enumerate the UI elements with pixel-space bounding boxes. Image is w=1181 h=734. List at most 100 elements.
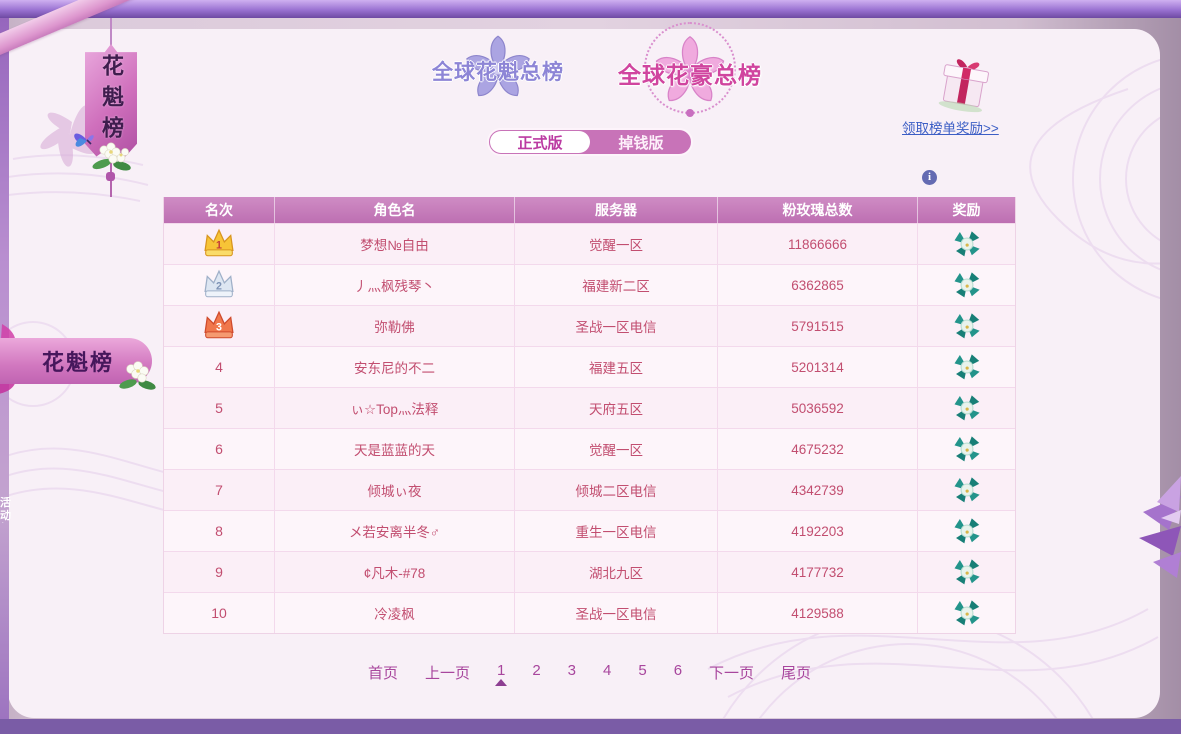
pagination-next[interactable]: 下一页 — [709, 665, 755, 682]
roses-count: 5201314 — [718, 347, 918, 387]
character-name: 丿灬枫残琴丶 — [275, 265, 515, 305]
top-border-bar — [0, 0, 1181, 18]
roses-count: 6362865 — [718, 265, 918, 305]
section-ribbon-label: 花魁榜 — [42, 350, 115, 376]
crystal-rose-icon[interactable] — [953, 354, 981, 380]
lavender-sakura-icon — [466, 35, 530, 97]
roses-count: 5036592 — [718, 388, 918, 428]
crystal-flower-decoration — [1139, 476, 1181, 578]
server-name: 福建新二区 — [515, 265, 718, 305]
server-name: 圣战一区电信 — [515, 306, 718, 346]
pagination-page-4[interactable]: 4 — [603, 662, 612, 679]
character-name: 弥勒佛 — [275, 306, 515, 346]
pagination: 首页 上一页 1 2 3 4 5 6 下一页 尾页 — [163, 662, 1016, 686]
reward-cell — [918, 552, 1015, 592]
crystal-rose-icon[interactable] — [953, 272, 981, 298]
roses-count: 4675232 — [718, 429, 918, 469]
roses-count: 4192203 — [718, 511, 918, 551]
page-number: 1 — [496, 662, 506, 679]
server-name: 湖北九区 — [515, 552, 718, 592]
table-row: 7 倾城ぃ夜 倾城二区电信 4342739 — [164, 469, 1015, 510]
rank-cell: 3 — [164, 306, 275, 346]
toggle-official-version[interactable]: 正式版 — [490, 131, 590, 153]
toggle-alt-version[interactable]: 掉钱版 — [618, 134, 664, 152]
ribbon-flower-icon — [119, 361, 156, 390]
header-server: 服务器 — [515, 197, 718, 223]
pagination-page-6[interactable]: 6 — [673, 662, 683, 679]
claim-reward-link[interactable]: 领取榜单奖励>> — [902, 121, 999, 136]
character-name: 倾城ぃ夜 — [275, 470, 515, 510]
character-name: ぃ☆Top灬法释 — [275, 388, 515, 428]
roses-count: 4342739 — [718, 470, 918, 510]
reward-cell — [918, 265, 1015, 305]
table-row: 6 天是蓝蓝的天 觉醒一区 4675232 — [164, 428, 1015, 469]
reward-cell — [918, 388, 1015, 428]
dotted-ring-decoration — [644, 22, 736, 118]
rank-cell: 5 — [164, 388, 275, 428]
crystal-rose-icon[interactable] — [953, 436, 981, 462]
tag-tail — [110, 181, 112, 197]
svg-text:1: 1 — [216, 239, 222, 251]
tag-label: 花魁榜 — [98, 53, 124, 147]
server-name: 重生一区电信 — [515, 511, 718, 551]
version-toggle: 正式版 掉钱版 — [487, 128, 693, 156]
reward-cell — [918, 347, 1015, 387]
table-row: 2 丿灬枫残琴丶 福建新二区 6362865 — [164, 264, 1015, 305]
reward-cell — [918, 224, 1015, 264]
header-rank: 名次 — [164, 197, 275, 223]
tab-global-huakui-ranking[interactable]: 全球花魁总榜 — [408, 34, 588, 104]
pagination-prev[interactable]: 上一页 — [424, 665, 470, 682]
gold-crown-icon: 1 — [204, 228, 234, 257]
roses-count: 11866666 — [718, 224, 918, 264]
rank-cell: 6 — [164, 429, 275, 469]
reward-cell — [918, 593, 1015, 633]
character-name: 安东尼的不二 — [275, 347, 515, 387]
pagination-page-5[interactable]: 5 — [638, 662, 647, 679]
server-name: 福建五区 — [515, 347, 718, 387]
crystal-rose-icon[interactable] — [953, 600, 981, 626]
pagination-last[interactable]: 尾页 — [781, 665, 812, 682]
rank-cell: 9 — [164, 552, 275, 592]
table-row: 1 梦想№自由 觉醒一区 11866666 — [164, 223, 1015, 264]
crystal-rose-icon[interactable] — [953, 518, 981, 544]
crystal-rose-icon[interactable] — [953, 231, 981, 257]
crystal-rose-icon[interactable] — [953, 313, 981, 339]
crystal-rose-icon[interactable] — [953, 477, 981, 503]
current-page-marker-icon — [495, 679, 508, 686]
server-name: 天府五区 — [515, 388, 718, 428]
character-name: メ若安离半冬♂ — [275, 511, 515, 551]
table-row: 8 メ若安离半冬♂ 重生一区电信 4192203 — [164, 510, 1015, 551]
character-name: 冷凌枫 — [275, 593, 515, 633]
table-header-row: 名次 角色名 服务器 粉玫瑰总数 奖励 — [164, 197, 1015, 223]
rank-cell: 10 — [164, 593, 275, 633]
header-reward: 奖励 — [952, 202, 981, 218]
clipped-edge-text: 活动规则 — [0, 497, 11, 522]
character-name: 天是蓝蓝的天 — [275, 429, 515, 469]
crystal-rose-icon[interactable] — [953, 395, 981, 421]
header-roses: 粉玫瑰总数 — [718, 197, 918, 223]
ranking-table: 名次 角色名 服务器 粉玫瑰总数 奖励 1 梦想№自由 觉醒一区 1186666… — [163, 197, 1016, 634]
rank-cell: 8 — [164, 511, 275, 551]
pink-sakura-icon — [655, 35, 725, 102]
ring-dot — [686, 109, 694, 118]
pagination-page-1[interactable]: 1 — [495, 662, 508, 686]
tab-global-huahao-ranking[interactable]: 全球花豪总榜 — [604, 22, 776, 120]
bottom-border-bar — [0, 719, 1181, 734]
gift-box-icon[interactable] — [931, 52, 997, 114]
pagination-page-3[interactable]: 3 — [567, 662, 576, 679]
table-row: 9 ¢凡木-#78 湖北九区 4177732 — [164, 551, 1015, 592]
roses-count: 4177732 — [718, 552, 918, 592]
pagination-page-2[interactable]: 2 — [532, 662, 541, 679]
tab-label: 全球花豪总榜 — [618, 62, 762, 89]
reward-cell — [918, 429, 1015, 469]
info-icon: i — [922, 170, 937, 185]
pagination-first[interactable]: 首页 — [367, 665, 398, 682]
reward-cell — [918, 306, 1015, 346]
character-name: ¢凡木-#78 — [275, 552, 515, 592]
tag-string-decoration — [110, 18, 112, 48]
crystal-rose-icon[interactable] — [953, 559, 981, 585]
server-name: 圣战一区电信 — [515, 593, 718, 633]
roses-count: 4129588 — [718, 593, 918, 633]
svg-text:3: 3 — [216, 321, 222, 333]
